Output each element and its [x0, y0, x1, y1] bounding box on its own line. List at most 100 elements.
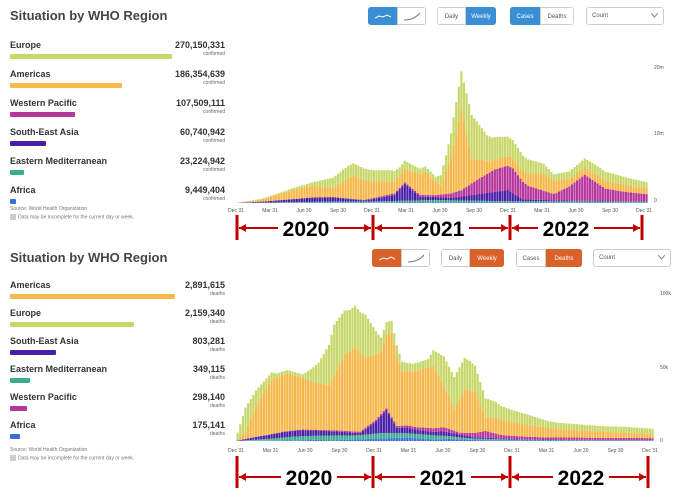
bar-segment [364, 427, 367, 430]
bar-segment [265, 439, 268, 441]
bar-segment [586, 168, 589, 177]
bar-segment [318, 201, 322, 203]
bar-segment [357, 177, 360, 200]
bar-segment [354, 432, 357, 436]
bar-segment [497, 439, 500, 441]
region-value: 186,354,639 [174, 69, 225, 79]
bar-segment [601, 431, 605, 438]
y-tick-label: 100k [660, 291, 671, 297]
count-select-value: Count [599, 255, 616, 261]
bar-segment [633, 433, 636, 438]
weekly-button[interactable]: Weekly [466, 7, 496, 25]
bar-segment [455, 197, 458, 201]
bar-segment [437, 200, 440, 203]
bar-segment [442, 356, 445, 387]
bar-segment [252, 437, 255, 440]
log-scale-button[interactable] [401, 249, 430, 267]
cases-button[interactable]: Cases [510, 7, 540, 25]
bar-segment [470, 200, 473, 203]
deaths-button[interactable]: Deaths [546, 249, 582, 267]
log-scale-button[interactable] [397, 7, 426, 25]
bar-segment [400, 425, 404, 428]
bar-segment [244, 201, 247, 203]
bar-segment [468, 104, 471, 147]
bar-segment [567, 429, 571, 438]
bar-segment [596, 201, 599, 203]
bar-segment [322, 430, 325, 436]
bar-segment [352, 163, 355, 176]
bar-segment [596, 166, 599, 176]
deaths-button[interactable]: Deaths [540, 7, 574, 25]
count-select[interactable]: Count [593, 249, 671, 267]
bar-segment [354, 176, 358, 200]
bar-segment [583, 158, 586, 167]
bar-segment [429, 366, 432, 429]
count-select[interactable]: Count [586, 7, 664, 25]
bar-segment [421, 427, 425, 431]
bar-segment [460, 71, 463, 110]
bar-segment [296, 436, 299, 441]
linear-scale-button[interactable] [372, 249, 401, 267]
daily-button[interactable]: Daily [437, 7, 466, 25]
x-tick-label: Dec 31 [636, 208, 652, 214]
bar-segment [380, 181, 383, 197]
bar-segment [380, 433, 383, 439]
bar-segment [314, 439, 318, 441]
bar-segment [375, 197, 378, 199]
bar-segment [651, 438, 654, 441]
bar-segment [483, 193, 486, 201]
year-label: 2022 [558, 467, 605, 488]
linear-scale-button[interactable] [368, 7, 397, 25]
bar-segment [398, 176, 401, 188]
bar-segment [354, 439, 357, 441]
bar-segment [369, 425, 372, 435]
bar-segment [416, 194, 419, 201]
bar-segment [280, 375, 284, 432]
daily-button[interactable]: Daily [441, 249, 470, 267]
bar-segment [455, 434, 458, 438]
arrow-head [375, 224, 382, 232]
arrow-head [501, 224, 508, 232]
bar-segment [347, 198, 350, 202]
bar-segment [262, 381, 265, 394]
bar-segment [421, 196, 424, 201]
bar-segment [419, 194, 422, 197]
bar-segment [627, 201, 630, 203]
bar-segment [578, 162, 581, 171]
bar-segment [444, 171, 448, 194]
bar-segment [398, 187, 401, 190]
bar-segment [484, 430, 487, 438]
bar-segment [387, 438, 391, 441]
bar-segment [642, 181, 646, 189]
bar-segment [372, 433, 375, 439]
bar-segment [414, 200, 417, 203]
bar-segment [322, 384, 325, 430]
bar-segment [588, 437, 591, 440]
bar-segment [300, 185, 304, 188]
bar-segment [500, 434, 503, 439]
bar-segment [429, 176, 432, 196]
bar-segment [614, 426, 618, 433]
cases-bars [236, 71, 648, 203]
cases-button[interactable]: Cases [516, 249, 546, 267]
bar-segment [331, 177, 334, 189]
bar-segment [295, 187, 298, 190]
bar-segment [294, 436, 297, 441]
bar-segment [527, 199, 530, 202]
bar-segment [419, 202, 422, 203]
weekly-button[interactable]: Weekly [470, 249, 504, 267]
bar-segment [466, 435, 469, 439]
cases-year-annotations: 2020 2021 2022 [235, 215, 644, 241]
bar-segment [614, 182, 617, 191]
bar-segment [458, 432, 461, 435]
cases-x-axis: Dec 31 Mar 31 Jun 30 Sep 30 Dec 31 Mar 31 Jun … [228, 208, 652, 214]
bar-segment [447, 144, 450, 165]
bar-segment [338, 430, 341, 432]
bar-segment [511, 193, 514, 202]
bar-segment [473, 181, 476, 195]
bar-segment [516, 196, 520, 202]
bar-segment [283, 431, 286, 438]
x-tick-label: Mar 31 [539, 448, 555, 454]
bar-segment [510, 440, 513, 441]
bar-segment [320, 383, 323, 430]
